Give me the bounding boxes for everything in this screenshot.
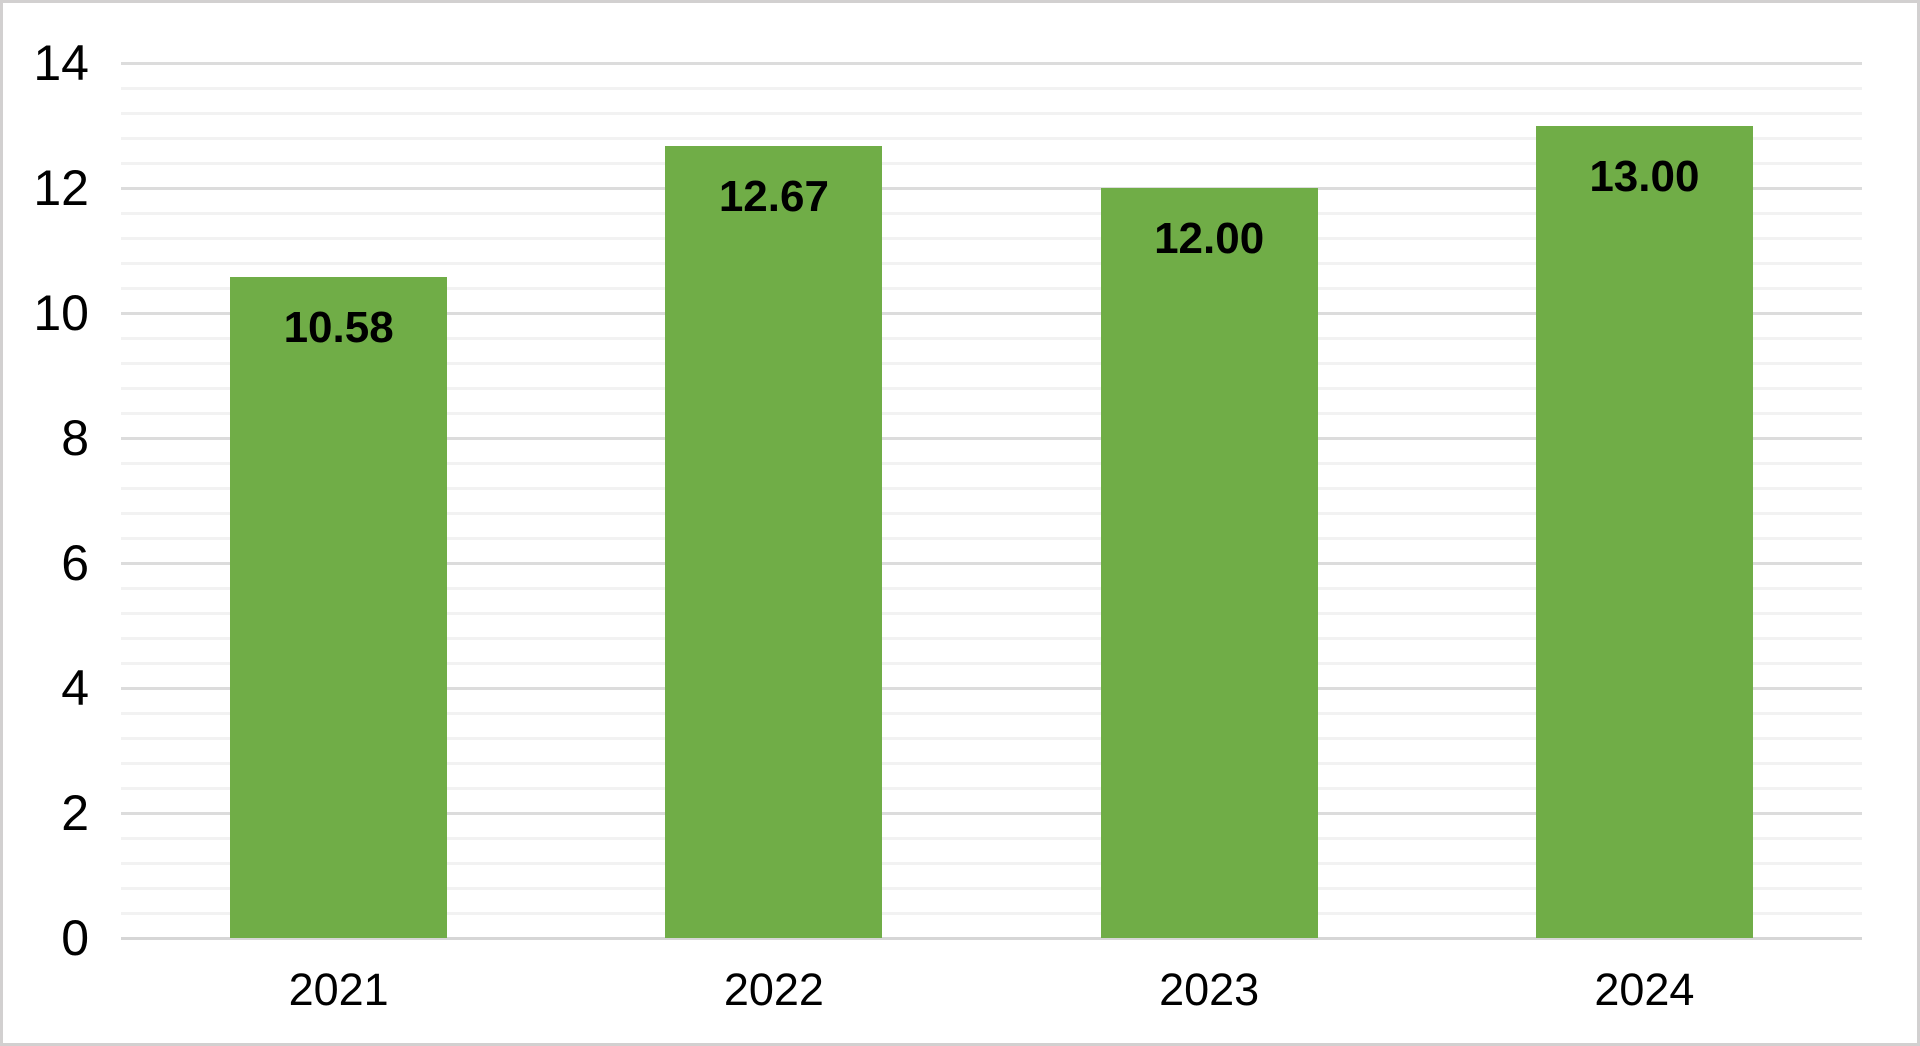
bar-2022[interactable] — [665, 146, 883, 938]
bar-2023[interactable] — [1100, 188, 1318, 938]
minor-gridline-y-10.4 — [121, 286, 1862, 290]
minor-gridline-y-1.6 — [121, 836, 1862, 840]
minor-gridline-y-0.4 — [121, 911, 1862, 915]
bar-value-label-2022: 12.67 — [718, 172, 829, 222]
minor-gridline-y-2.4 — [121, 786, 1862, 790]
x-tick-label-2022: 2022 — [723, 964, 824, 1015]
minor-gridline-y-5.6 — [121, 586, 1862, 590]
minor-gridline-y-9.2 — [121, 361, 1862, 365]
bar-2021[interactable] — [230, 276, 448, 938]
y-tick-label-14: 14 — [33, 35, 89, 91]
major-gridline-y-2 — [121, 811, 1862, 815]
x-tick-label-2023: 2023 — [1159, 964, 1260, 1015]
x-tick-label-2021: 2021 — [288, 964, 389, 1015]
y-tick-label-4: 4 — [61, 660, 89, 716]
minor-gridline-y-8.8 — [121, 386, 1862, 390]
minor-gridline-y-12.4 — [121, 161, 1862, 165]
bar-value-label-2021: 10.58 — [283, 302, 394, 352]
minor-gridline-y-11.2 — [121, 236, 1862, 240]
minor-gridline-y-2.8 — [121, 761, 1862, 765]
minor-gridline-y-12.8 — [121, 136, 1862, 140]
plot-area: 0 2 4 6 8 10 12 14 10.58 12.67 12.00 13.00 2021 202… — [3, 3, 1917, 1043]
x-axis-line — [121, 937, 1862, 940]
minor-gridline-y-1.2 — [121, 861, 1862, 865]
major-gridline-y-14 — [121, 61, 1862, 65]
x-tick-label-2024: 2024 — [1594, 964, 1695, 1015]
minor-gridline-y-13.6 — [121, 86, 1862, 90]
y-tick-label-12: 12 — [33, 160, 89, 216]
y-tick-label-8: 8 — [61, 410, 89, 466]
y-tick-label-10: 10 — [33, 285, 89, 341]
minor-gridline-y-13.2 — [121, 111, 1862, 115]
bar-value-label-2023: 12.00 — [1154, 214, 1265, 263]
minor-gridline-y-4.8 — [121, 636, 1862, 640]
minor-gridline-y-6.8 — [121, 511, 1862, 515]
bar-2024[interactable] — [1535, 125, 1753, 938]
minor-gridline-y-0.8 — [121, 886, 1862, 890]
minor-gridline-y-10.8 — [121, 261, 1862, 265]
y-tick-label-6: 6 — [61, 535, 89, 591]
major-gridline-y-4 — [121, 686, 1862, 690]
major-gridline-y-8 — [121, 436, 1862, 440]
y-tick-label-2: 2 — [61, 785, 89, 841]
major-gridline-y-6 — [121, 561, 1862, 565]
minor-gridline-y-4.4 — [121, 661, 1862, 665]
minor-gridline-y-8.4 — [121, 411, 1862, 415]
y-tick-label-0: 0 — [61, 910, 89, 966]
major-gridline-y-12 — [121, 186, 1862, 190]
minor-gridline-y-3.2 — [121, 736, 1862, 740]
minor-gridline-y-5.2 — [121, 611, 1862, 615]
bar-value-label-2024: 13.00 — [1589, 151, 1700, 201]
minor-gridline-y-3.6 — [121, 711, 1862, 715]
minor-gridline-y-7.6 — [121, 461, 1862, 465]
minor-gridline-y-9.6 — [121, 336, 1862, 340]
minor-gridline-y-11.6 — [121, 211, 1862, 215]
minor-gridline-y-6.4 — [121, 536, 1862, 540]
minor-gridline-y-7.2 — [121, 486, 1862, 490]
major-gridline-y-10 — [121, 311, 1862, 315]
